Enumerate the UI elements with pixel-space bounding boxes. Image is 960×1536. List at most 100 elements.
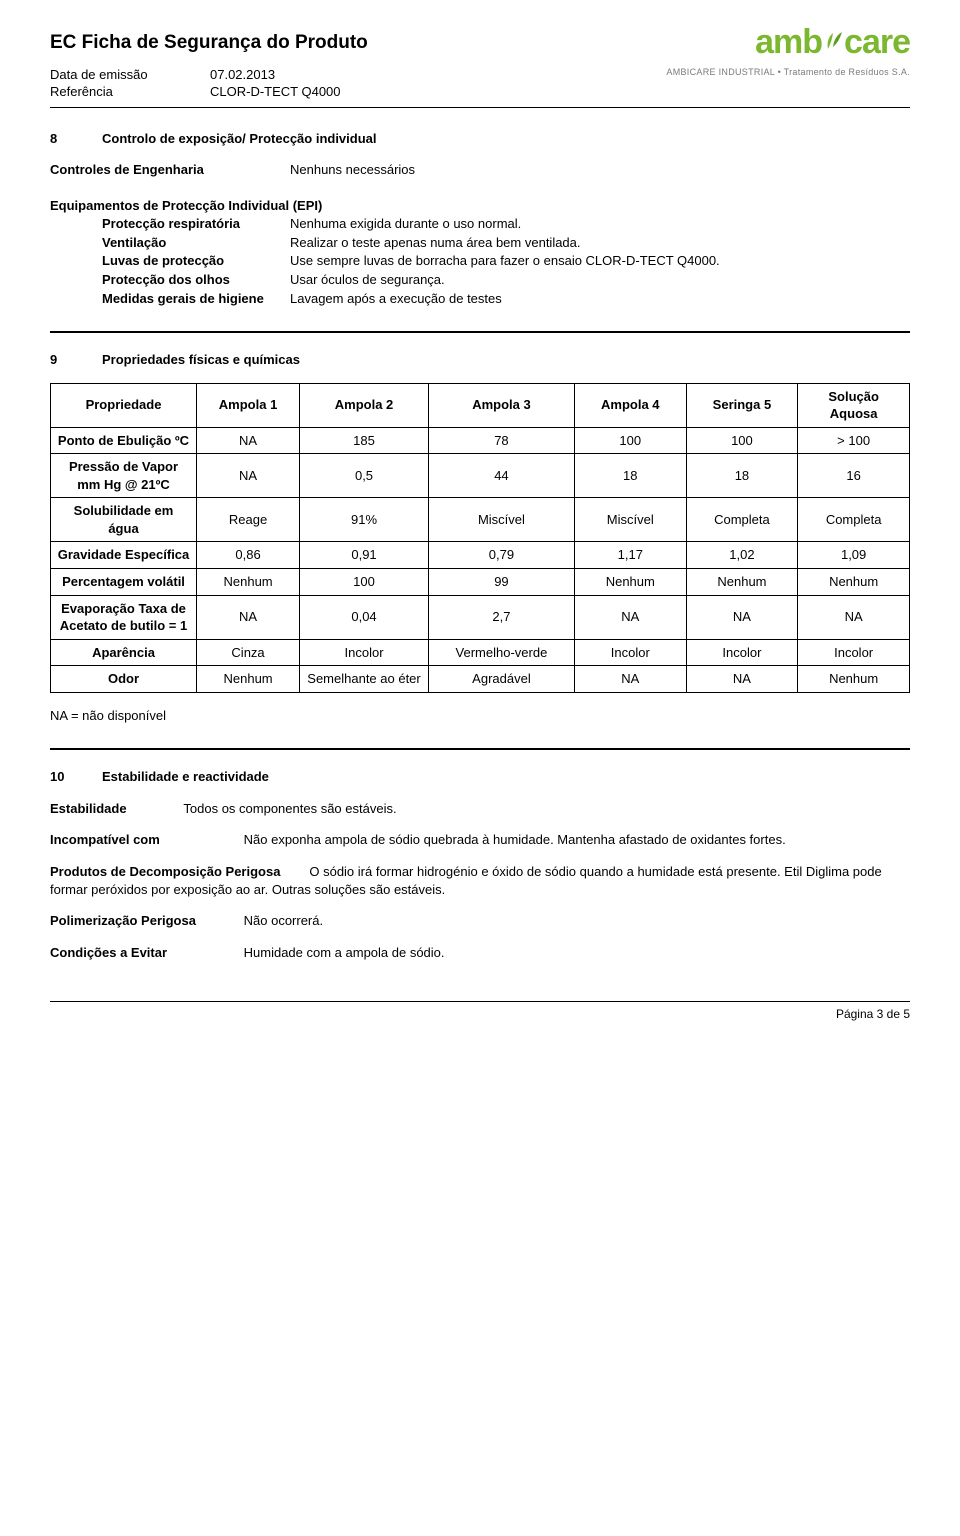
table-cell: 0,86 — [197, 542, 300, 569]
table-cell: > 100 — [798, 427, 910, 454]
date-label: Data de emissão — [50, 66, 210, 84]
page-footer: Página 3 de 5 — [50, 1006, 910, 1022]
table-row: Gravidade Específica0,860,910,791,171,02… — [51, 542, 910, 569]
table-row: Pressão de Vapormm Hg @ 21ºCNA0,54418181… — [51, 454, 910, 498]
logo-text: ambcare — [666, 20, 910, 66]
table-row: OdorNenhumSemelhante ao éterAgradávelNAN… — [51, 666, 910, 693]
table-cell: Miscível — [428, 498, 574, 542]
col-header: Seringa 5 — [686, 383, 798, 427]
section-8-num: 8 — [50, 130, 102, 148]
incompat-value: Não exponha ampola de sódio quebrada à h… — [244, 832, 786, 847]
avoid-label: Condições a Evitar — [50, 944, 240, 962]
stability-label: Estabilidade — [50, 800, 180, 818]
leaf-icon — [822, 18, 844, 40]
row-header: Evaporação Taxa de Acetato de butilo = 1 — [51, 595, 197, 639]
col-header: Ampola 3 — [428, 383, 574, 427]
epi-list: Protecção respiratóriaNenhuma exigida du… — [50, 215, 910, 307]
epi-heading: Equipamentos de Protecção Individual (EP… — [50, 197, 910, 215]
avoid-value: Humidade com a ampola de sódio. — [244, 945, 445, 960]
table-cell: NA — [686, 666, 798, 693]
controls-value: Nenhuns necessários — [290, 161, 910, 179]
table-cell: 0,5 — [300, 454, 429, 498]
table-cell: 0,91 — [300, 542, 429, 569]
section-divider — [50, 748, 910, 750]
table-cell: 0,79 — [428, 542, 574, 569]
section-10-heading: 10Estabilidade e reactividade — [50, 768, 910, 786]
epi-label: Ventilação — [102, 234, 290, 252]
na-note: NA = não disponível — [50, 707, 910, 725]
table-cell: 18 — [574, 454, 686, 498]
table-cell: 185 — [300, 427, 429, 454]
table-cell: Incolor — [300, 639, 429, 666]
incompat-label: Incompatível com — [50, 831, 240, 849]
polym-label: Polimerização Perigosa — [50, 912, 240, 930]
avoid-row: Condições a Evitar Humidade com a ampola… — [50, 944, 910, 962]
stability-value: Todos os componentes são estáveis. — [183, 801, 396, 816]
row-header: Gravidade Específica — [51, 542, 197, 569]
date-value: 07.02.2013 — [210, 66, 275, 84]
table-cell: NA — [197, 595, 300, 639]
table-cell: NA — [197, 427, 300, 454]
table-cell: NA — [798, 595, 910, 639]
table-cell: 16 — [798, 454, 910, 498]
ref-value: CLOR-D-TECT Q4000 — [210, 83, 341, 101]
table-cell: Nenhum — [574, 569, 686, 596]
table-row: Ponto de Ebulição ºCNA18578100100> 100 — [51, 427, 910, 454]
properties-table: Propriedade Ampola 1 Ampola 2 Ampola 3 A… — [50, 383, 910, 693]
header-rule — [50, 107, 910, 108]
section-9-title: Propriedades físicas e químicas — [102, 352, 300, 367]
section-9-num: 9 — [50, 351, 102, 369]
decomp-label: Produtos de Decomposição Perigosa — [50, 864, 280, 879]
epi-value: Nenhuma exigida durante o uso normal. — [290, 215, 521, 233]
table-cell: Incolor — [686, 639, 798, 666]
table-cell: NA — [686, 595, 798, 639]
table-cell: 18 — [686, 454, 798, 498]
table-cell: 78 — [428, 427, 574, 454]
header-ref-row: Referência CLOR-D-TECT Q4000 — [50, 83, 910, 101]
table-cell: Nenhum — [798, 666, 910, 693]
col-header: Ampola 1 — [197, 383, 300, 427]
table-cell: 0,04 — [300, 595, 429, 639]
epi-label: Protecção dos olhos — [102, 271, 290, 289]
table-cell: Nenhum — [686, 569, 798, 596]
table-cell: 100 — [574, 427, 686, 454]
controls-row: Controles de Engenharia Nenhuns necessár… — [50, 161, 910, 179]
table-cell: Vermelho-verde — [428, 639, 574, 666]
epi-label: Medidas gerais de higiene — [102, 290, 290, 308]
row-header: Odor — [51, 666, 197, 693]
table-cell: Incolor — [798, 639, 910, 666]
table-row: Solubilidade em águaReage91%MiscívelMisc… — [51, 498, 910, 542]
table-cell: Nenhum — [798, 569, 910, 596]
table-cell: 99 — [428, 569, 574, 596]
section-8-title: Controlo de exposição/ Protecção individ… — [102, 131, 377, 146]
decomp-row: Produtos de Decomposição Perigosa O sódi… — [50, 863, 910, 898]
table-cell: 91% — [300, 498, 429, 542]
epi-label: Luvas de protecção — [102, 252, 290, 270]
table-header-row: Propriedade Ampola 1 Ampola 2 Ampola 3 A… — [51, 383, 910, 427]
table-cell: 44 — [428, 454, 574, 498]
epi-row: Protecção dos olhosUsar óculos de segura… — [102, 271, 910, 289]
table-row: Percentagem volátilNenhum10099NenhumNenh… — [51, 569, 910, 596]
table-cell: Completa — [686, 498, 798, 542]
controls-label: Controles de Engenharia — [50, 161, 290, 179]
table-cell: 100 — [300, 569, 429, 596]
company-logo: ambcare AMBICARE INDUSTRIAL • Tratamento… — [666, 20, 910, 78]
epi-value: Usar óculos de segurança. — [290, 271, 445, 289]
table-cell: 2,7 — [428, 595, 574, 639]
epi-row: Luvas de protecçãoUse sempre luvas de bo… — [102, 252, 910, 270]
row-header: Pressão de Vapormm Hg @ 21ºC — [51, 454, 197, 498]
table-cell: Agradável — [428, 666, 574, 693]
table-cell: 100 — [686, 427, 798, 454]
table-row: Evaporação Taxa de Acetato de butilo = 1… — [51, 595, 910, 639]
row-header: Percentagem volátil — [51, 569, 197, 596]
table-cell: 1,09 — [798, 542, 910, 569]
table-cell: Semelhante ao éter — [300, 666, 429, 693]
section-8-heading: 8Controlo de exposição/ Protecção indivi… — [50, 130, 910, 148]
footer-rule — [50, 1001, 910, 1002]
polym-value: Não ocorrerá. — [244, 913, 323, 928]
table-cell: Incolor — [574, 639, 686, 666]
section-10-title: Estabilidade e reactividade — [102, 769, 269, 784]
col-header: Ampola 2 — [300, 383, 429, 427]
table-cell: NA — [197, 454, 300, 498]
table-row: AparênciaCinzaIncolorVermelho-verdeIncol… — [51, 639, 910, 666]
